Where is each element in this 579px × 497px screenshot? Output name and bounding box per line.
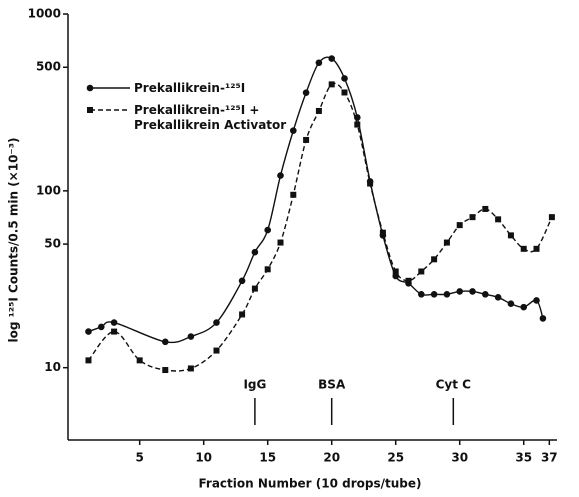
annotation: BSA: [318, 378, 346, 392]
x-tick-label: 20: [323, 451, 340, 465]
point: [251, 285, 258, 292]
legend-marker: [86, 84, 94, 92]
point: [494, 294, 502, 301]
point: [264, 226, 271, 234]
point: [469, 288, 476, 295]
point: [213, 319, 220, 326]
x-tick-label: 10: [195, 451, 212, 465]
x-tick-label: 37: [541, 451, 558, 465]
point: [533, 297, 540, 304]
point: [111, 328, 118, 335]
annotation: Cyt C: [436, 378, 472, 392]
point: [367, 180, 374, 187]
point: [456, 222, 463, 229]
point: [239, 311, 246, 318]
legend-marker: [87, 107, 93, 113]
legend-label: Prekallikrein-¹²⁵I + Prekallikrein Activa…: [134, 103, 286, 132]
point: [187, 333, 195, 340]
y-tick-label: 500: [36, 60, 61, 74]
point: [520, 245, 527, 252]
point: [213, 347, 220, 354]
x-tick-label: 30: [451, 451, 468, 465]
series-line: [88, 56, 544, 344]
point: [277, 239, 284, 246]
point: [548, 214, 555, 221]
y-tick-label: 1000: [28, 7, 61, 21]
x-axis-label: Fraction Number (10 drops/tube): [198, 477, 421, 491]
point: [405, 277, 412, 284]
point: [264, 266, 271, 273]
point: [302, 89, 310, 96]
point: [97, 323, 105, 331]
point: [162, 367, 169, 374]
point: [443, 239, 450, 246]
point: [379, 229, 386, 236]
y-tick-label: 50: [44, 237, 61, 251]
point: [341, 89, 348, 96]
point: [354, 121, 361, 128]
point: [520, 303, 528, 311]
point: [85, 328, 92, 335]
point: [539, 315, 547, 322]
point: [136, 357, 143, 364]
y-axis-label: log ¹²⁵I Counts/0.5 min (×10⁻³): [7, 137, 21, 342]
point: [443, 290, 451, 298]
point: [341, 75, 348, 82]
point: [469, 214, 476, 221]
x-tick-label: 25: [387, 451, 404, 465]
point: [482, 290, 489, 298]
point: [354, 114, 361, 121]
x-tick-label: 35: [515, 451, 532, 465]
x-tick-label: 15: [259, 451, 276, 465]
point: [482, 205, 489, 212]
x-tick-label: 5: [136, 451, 144, 465]
point: [303, 136, 310, 143]
point: [85, 357, 92, 364]
point: [315, 107, 322, 114]
point: [430, 290, 438, 298]
point: [418, 268, 425, 275]
y-tick-label: 100: [36, 183, 61, 197]
point: [238, 277, 246, 285]
point: [290, 191, 297, 198]
point: [431, 256, 438, 263]
point: [289, 127, 297, 134]
point: [110, 319, 118, 326]
point: [456, 288, 464, 295]
y-tick-label: 10: [44, 360, 61, 374]
point: [418, 290, 425, 298]
point: [328, 81, 335, 88]
point: [251, 248, 259, 256]
point: [187, 365, 194, 372]
point: [315, 59, 323, 67]
annotation: IgG: [243, 378, 266, 392]
point: [392, 268, 399, 275]
legend-label: Prekallikrein-¹²⁵I: [134, 81, 245, 95]
point: [495, 216, 502, 223]
point: [277, 172, 284, 179]
point: [161, 338, 169, 346]
point: [533, 245, 540, 252]
point: [328, 55, 336, 62]
point: [507, 232, 514, 239]
point: [507, 300, 515, 308]
